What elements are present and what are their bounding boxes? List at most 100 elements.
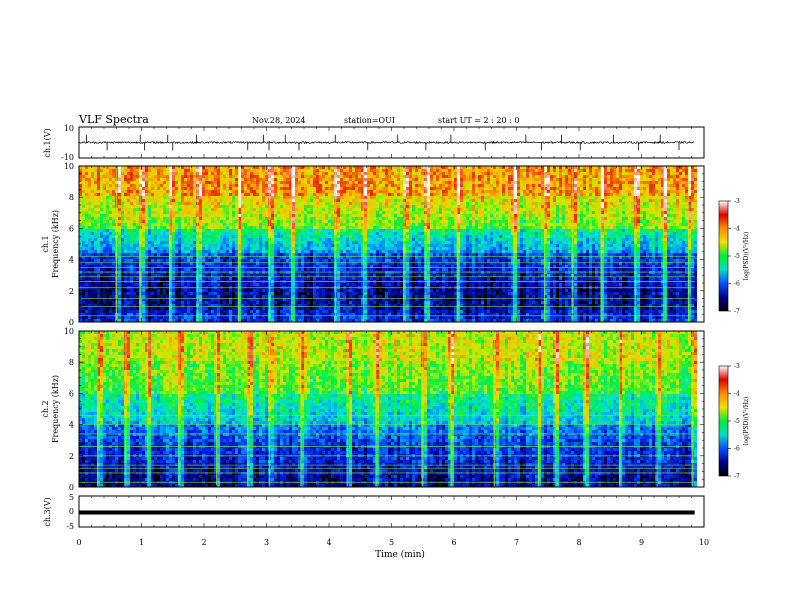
spectrogram-cell	[247, 304, 250, 307]
spectrogram-cell	[259, 256, 262, 259]
spectrogram-cell	[235, 292, 238, 295]
spectrogram-cell	[217, 289, 220, 292]
spectrogram-cell	[331, 304, 334, 307]
spectrogram-cell	[181, 193, 184, 196]
spectrogram-cell	[124, 190, 127, 193]
spectrogram-cell	[256, 184, 259, 187]
spectrogram-cell	[154, 229, 157, 232]
spectrogram-cell	[202, 205, 205, 208]
spectrogram-cell	[277, 289, 280, 292]
spectrogram-cell	[199, 205, 202, 208]
spectrogram-cell	[277, 208, 280, 211]
spectrogram-cell	[130, 247, 133, 250]
spectrogram-cell	[202, 184, 205, 187]
spectrogram-cell	[340, 226, 343, 229]
spectrogram-cell	[343, 238, 346, 241]
spectrogram-cell	[343, 244, 346, 247]
spectrogram-cell	[100, 256, 103, 259]
spectrogram-cell	[274, 262, 277, 265]
spectrogram-cell	[214, 241, 217, 244]
spectrogram-cell	[88, 205, 91, 208]
spectrogram-cell	[322, 178, 325, 181]
spectrogram-cell	[235, 214, 238, 217]
spectrogram-cell	[94, 295, 97, 298]
spectrogram-cell	[130, 217, 133, 220]
spectrogram-cell	[175, 187, 178, 190]
spectrogram-cell	[352, 193, 355, 196]
spectrogram-cell	[118, 277, 121, 280]
spectrogram-cell	[127, 184, 130, 187]
spectrogram-cell	[124, 193, 127, 196]
spectrogram-cell	[91, 190, 94, 193]
spectrogram-cell	[148, 244, 151, 247]
spectrogram-cell	[307, 166, 310, 169]
spectrogram-cell	[118, 268, 121, 271]
spectrogram-cell	[232, 274, 235, 277]
spectrogram-cell	[229, 277, 232, 280]
spectrogram-cell	[103, 184, 106, 187]
spectrogram-cell	[199, 292, 202, 295]
spectrogram-cell	[127, 223, 130, 226]
spectrogram-cell	[109, 187, 112, 190]
spectrogram-cell	[205, 259, 208, 262]
spectrogram-cell	[229, 226, 232, 229]
spectrogram-cell	[316, 202, 319, 205]
spectrogram-cell	[103, 247, 106, 250]
spectrogram-cell	[289, 307, 292, 310]
spectrogram-cell	[349, 229, 352, 232]
spectrogram-cell	[112, 172, 115, 175]
spectrogram-cell	[208, 313, 211, 316]
spectrogram-cell	[202, 271, 205, 274]
spectrogram-cell	[235, 169, 238, 172]
spectrogram-cell	[304, 262, 307, 265]
spectrogram-cell	[331, 205, 334, 208]
spectrogram-cell	[244, 271, 247, 274]
spectrogram-cell	[121, 247, 124, 250]
spectrogram-cell	[295, 241, 298, 244]
spectrogram-cell	[148, 181, 151, 184]
spectrogram-cell	[121, 271, 124, 274]
spectrogram-cell	[328, 166, 331, 169]
spectrogram-cell	[265, 310, 268, 313]
spectrogram-cell	[259, 277, 262, 280]
spectrogram-cell	[220, 226, 223, 229]
spectrogram-cell	[340, 232, 343, 235]
spectrogram-cell	[325, 265, 328, 268]
spectrogram-cell	[250, 319, 253, 322]
spectrogram-cell	[220, 175, 223, 178]
spectrogram-cell	[325, 307, 328, 310]
spectrogram-cell	[229, 283, 232, 286]
spectrogram-cell	[181, 262, 184, 265]
spectrogram-cell	[169, 235, 172, 238]
spectrogram-cell	[178, 277, 181, 280]
spectrogram-cell	[169, 262, 172, 265]
spectrogram-cell	[310, 289, 313, 292]
spectrogram-cell	[199, 169, 202, 172]
spectrogram-cell	[295, 232, 298, 235]
spectrogram-cell	[190, 226, 193, 229]
spectrogram-cell	[313, 301, 316, 304]
spectrogram-cell	[262, 172, 265, 175]
spectrogram-cell	[229, 295, 232, 298]
spectrogram-cell	[244, 226, 247, 229]
spectrogram-cell	[343, 175, 346, 178]
spectrogram-cell	[241, 241, 244, 244]
spectrogram-cell	[316, 277, 319, 280]
spectrogram-cell	[181, 247, 184, 250]
spectrogram-cell	[184, 310, 187, 313]
spectrogram-cell	[79, 190, 82, 193]
spectrogram-cell	[109, 193, 112, 196]
spectrogram-cell	[226, 247, 229, 250]
spectrogram-cell	[295, 238, 298, 241]
spectrogram-cell	[133, 319, 136, 322]
spectrogram-cell	[256, 172, 259, 175]
spectrogram-cell	[163, 238, 166, 241]
spectrogram-cell	[349, 274, 352, 277]
spectrogram-cell	[202, 244, 205, 247]
spectrogram-cell	[310, 292, 313, 295]
spectrogram-cell	[214, 277, 217, 280]
spectrogram-cell	[235, 247, 238, 250]
spectrogram-cell	[163, 259, 166, 262]
spectrogram-cell	[154, 268, 157, 271]
spectrogram-cell	[154, 208, 157, 211]
